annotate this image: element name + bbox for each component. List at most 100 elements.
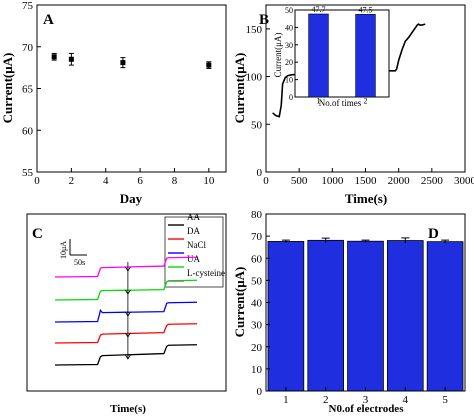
- panel-d-ytick-label: 80: [251, 209, 263, 221]
- panel-d-bar: [267, 241, 305, 392]
- panel-a-xtick-label: 10: [203, 175, 215, 187]
- panel-d-bar: [347, 240, 384, 392]
- panel-b-inset-xlabel: No.of times: [319, 98, 362, 108]
- panel-d: D 0 10 20 30 40 50 60 70 80 1 2 3 4 5 N0.of electrode…: [232, 209, 466, 415]
- panel-d-ytick-label: 0: [257, 386, 263, 398]
- panel-b-inset: 0 10 20 30 40 50 1 2 47.7 47.5 No.of times Curre…: [273, 5, 390, 108]
- panel-c-frame: [26, 213, 227, 392]
- panel-b-inset-bar: [308, 13, 329, 98]
- panel-c-trace-aa: [54, 344, 198, 366]
- panel-c-arrows: [125, 262, 131, 360]
- panel-b-xtick-label: 500: [291, 175, 308, 187]
- panel-b-inset-ytick-label: 20: [285, 58, 293, 67]
- panel-d-letter: D: [428, 226, 439, 242]
- panel-d-ytick-label: 20: [251, 342, 263, 354]
- panel-c-trace-da: [54, 323, 198, 344]
- panel-c-traces: [54, 256, 198, 366]
- scale-bar-time-label: 50s: [74, 258, 85, 267]
- panel-a-ticks: 0 2 4 6 8 10 55 60 65 70 75: [22, 0, 215, 187]
- panel-b-xtick-label: 1500: [355, 175, 378, 187]
- panel-b-ylabel: Current(μA): [232, 53, 247, 124]
- panel-c-trace-ua: [54, 279, 198, 301]
- panel-c-legend: AA DA NaCl UA L-cysteine: [164, 212, 225, 288]
- panel-b-inset-bars: 47.7 47.5: [308, 5, 376, 98]
- panel-d-bar: [307, 239, 345, 392]
- panel-d-bars: [267, 237, 464, 392]
- panel-b-xtick-label: 1000: [321, 175, 344, 187]
- panel-b-xlabel: Time(s): [345, 191, 387, 206]
- panel-a-xtick-label: 4: [103, 175, 109, 187]
- panel-d-ticks: 0 10 20 30 40 50 60 70 80 1 2 3 4 5: [251, 209, 448, 406]
- panel-d-ytick-label: 50: [251, 275, 263, 287]
- panel-b-inset-ytick-label: 10: [285, 76, 293, 85]
- panel-c-scale-bar: 10μA 50s: [59, 239, 87, 267]
- panel-a-marks: [51, 52, 212, 69]
- panel-c-letter: C: [32, 226, 43, 242]
- panel-b-xtick-label: 0: [263, 175, 269, 187]
- panel-a-point: [68, 56, 74, 62]
- panel-d-xtick-label: 2: [323, 394, 329, 406]
- panel-b-inset-data-label: 47.5: [359, 5, 373, 14]
- panel-a-point: [51, 54, 57, 60]
- panel-c-arrow-head: [125, 289, 131, 295]
- panel-c-legend-label: AA: [187, 212, 200, 222]
- panel-a: A 0 2 4 6 8 10 55 60 65 70 75 Day Current(μA): [0, 0, 227, 206]
- panel-d-ytick-label: 10: [251, 364, 263, 376]
- panel-b-inset-ytick-label: 0: [289, 93, 293, 102]
- panel-d-bar: [386, 240, 424, 392]
- panel-c-arrow-head: [125, 354, 131, 360]
- panel-b-xtick-label: 3000: [454, 175, 474, 187]
- panel-a-xlabel: Day: [120, 191, 143, 206]
- panel-a-xtick-label: 6: [137, 175, 143, 187]
- panel-a-xtick-label: 2: [69, 175, 75, 187]
- panel-d-xtick-label: 5: [442, 394, 448, 406]
- panel-c: C 10μA 50s AA DA NaCl UA L-cysteine Time(s): [26, 212, 227, 415]
- panel-d-xtick-label: 4: [403, 394, 409, 406]
- panel-b-ytick-label: 0: [257, 167, 263, 179]
- panel-b-ytick-label: 50: [251, 119, 263, 131]
- panel-b-inset-bar: [355, 14, 376, 98]
- panel-b-xtick-label: 2500: [421, 175, 444, 187]
- panel-c-xlabel: Time(s): [110, 403, 146, 415]
- panel-a-ytick-label: 75: [22, 0, 34, 12]
- panel-c-trace-l-cysteine: [54, 256, 198, 278]
- panel-a-ytick-label: 65: [22, 84, 34, 96]
- panel-d-xtick-label: 1: [283, 394, 289, 406]
- panel-c-arrow-head: [125, 332, 131, 338]
- panel-a-xtick-label: 0: [34, 175, 40, 187]
- panel-d-ytick-label: 30: [251, 320, 263, 332]
- panel-c-arrow-head: [125, 266, 131, 272]
- panel-d-ytick-label: 60: [251, 253, 263, 265]
- panel-c-legend-label: DA: [187, 226, 200, 236]
- panel-c-arrow-head: [125, 311, 131, 317]
- panel-b-inset-xtick-label: 1: [317, 97, 321, 106]
- panel-a-xtick-label: 8: [172, 175, 178, 187]
- panel-d-xtick-label: 3: [363, 394, 369, 406]
- panel-d-ylabel: Current(μA): [232, 267, 247, 338]
- panel-b-inset-ylabel: Current(μA): [273, 33, 283, 78]
- panel-b-inset-ytick-label: 40: [285, 23, 293, 32]
- panel-d-ytick-label: 40: [251, 298, 263, 310]
- panel-d-ytick-label: 70: [251, 231, 263, 243]
- panel-a-letter: A: [43, 12, 54, 28]
- panel-c-legend-label: NaCl: [187, 240, 206, 250]
- panel-a-point: [206, 62, 212, 68]
- panel-b-xtick-label: 2000: [388, 175, 411, 187]
- panel-b-ytick-label: 100: [246, 72, 263, 84]
- panel-a-ytick-label: 60: [22, 125, 34, 137]
- panel-d-xlabel: N0.of electrodes: [329, 403, 405, 415]
- panel-b-letter: B: [259, 12, 269, 28]
- scale-bar-current-label: 10μA: [59, 241, 68, 259]
- panel-c-trace-nacl: [54, 301, 198, 323]
- panel-b-inset-ticks: 0 10 20 30 40 50 1 2: [285, 6, 368, 106]
- panel-a-point: [120, 60, 126, 66]
- panel-c-legend-label: UA: [187, 254, 200, 264]
- panel-b-ytick-label: 150: [246, 24, 263, 36]
- panel-c-legend-box: [164, 216, 224, 288]
- panel-c-legend-label: L-cysteine: [187, 268, 225, 278]
- panel-a-ytick-label: 70: [22, 42, 34, 54]
- panel-a-frame: [36, 4, 227, 173]
